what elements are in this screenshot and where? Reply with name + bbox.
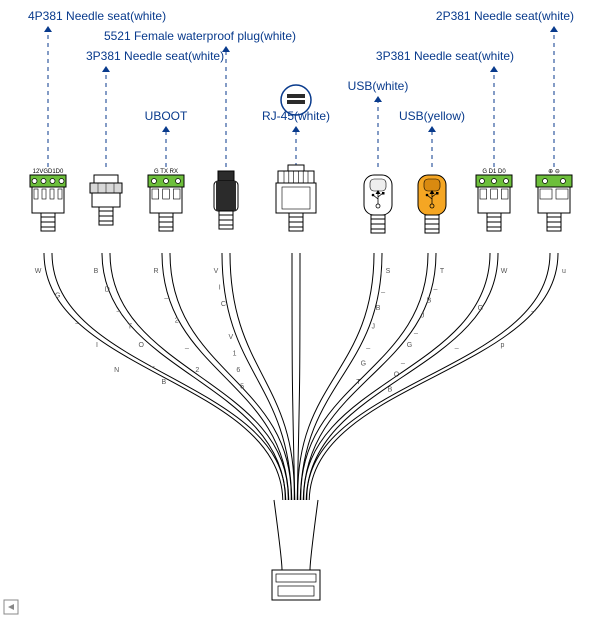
svg-text:B: B: [162, 379, 167, 386]
svg-text:_: _: [163, 293, 168, 300]
svg-text:O: O: [139, 342, 145, 349]
label-c0: 4P381 Needle seat(white): [28, 9, 166, 23]
svg-text:_: _: [116, 305, 121, 312]
svg-text:_: _: [454, 342, 459, 349]
svg-text:G: G: [407, 342, 412, 349]
svg-text:V: V: [229, 334, 234, 341]
svg-text:R: R: [153, 268, 158, 275]
label-c4: RJ-45(white): [262, 109, 330, 123]
svg-text:J: J: [371, 324, 375, 331]
svg-text:W: W: [35, 268, 42, 275]
svg-text:B: B: [94, 268, 99, 275]
label-c8: 2P381 Needle seat(white): [436, 9, 574, 23]
svg-text:N: N: [114, 367, 119, 374]
svg-text:G: G: [55, 293, 60, 300]
svg-text:p: p: [501, 342, 505, 349]
svg-text:6: 6: [236, 367, 240, 374]
svg-text:_: _: [433, 283, 438, 290]
svg-text:V: V: [214, 268, 219, 275]
svg-text:D: D: [105, 287, 110, 294]
svg-text:2: 2: [175, 317, 179, 324]
label-c7: 3P381 Needle seat(white): [376, 49, 514, 63]
svg-text:C: C: [221, 301, 226, 308]
svg-text:B: B: [388, 387, 393, 394]
svg-text:S: S: [386, 268, 391, 275]
svg-text:B: B: [376, 305, 381, 312]
svg-text:⊕ ⊖: ⊕ ⊖: [548, 169, 560, 175]
svg-text:I: I: [219, 284, 221, 291]
svg-text:G TX RX: G TX RX: [154, 169, 178, 175]
svg-text:_: _: [184, 342, 189, 349]
trunk-plug: [272, 570, 320, 600]
label-c5: USB(white): [348, 79, 409, 93]
label-c6: USB(yellow): [399, 109, 465, 123]
svg-text:_: _: [380, 287, 385, 294]
svg-text:I: I: [96, 342, 98, 349]
svg-text:_: _: [530, 305, 535, 312]
svg-text:_: _: [150, 361, 155, 368]
svg-text:G: G: [478, 305, 483, 312]
svg-text:T: T: [128, 324, 133, 331]
svg-text:J: J: [421, 312, 425, 319]
svg-text:G: G: [361, 361, 366, 368]
svg-text:W: W: [501, 268, 508, 275]
svg-text:B: B: [427, 298, 432, 305]
svg-text:u: u: [562, 268, 566, 275]
svg-text:1: 1: [233, 350, 237, 357]
label-c1: 3P381 Needle seat(white): [86, 49, 224, 63]
svg-text:T: T: [440, 268, 445, 275]
label-c2: UBOOT: [145, 109, 188, 123]
svg-text:_: _: [413, 327, 418, 334]
svg-text:_: _: [365, 342, 370, 349]
svg-text:_: _: [74, 317, 79, 324]
svg-text:5: 5: [240, 383, 244, 390]
svg-text:12VGD1D0: 12VGD1D0: [33, 169, 64, 175]
svg-text:_: _: [400, 357, 405, 364]
label-c3: 5521 Female waterproof plug(white): [104, 29, 296, 43]
svg-text:2: 2: [195, 367, 199, 374]
svg-text:G D1 D0: G D1 D0: [482, 169, 506, 175]
